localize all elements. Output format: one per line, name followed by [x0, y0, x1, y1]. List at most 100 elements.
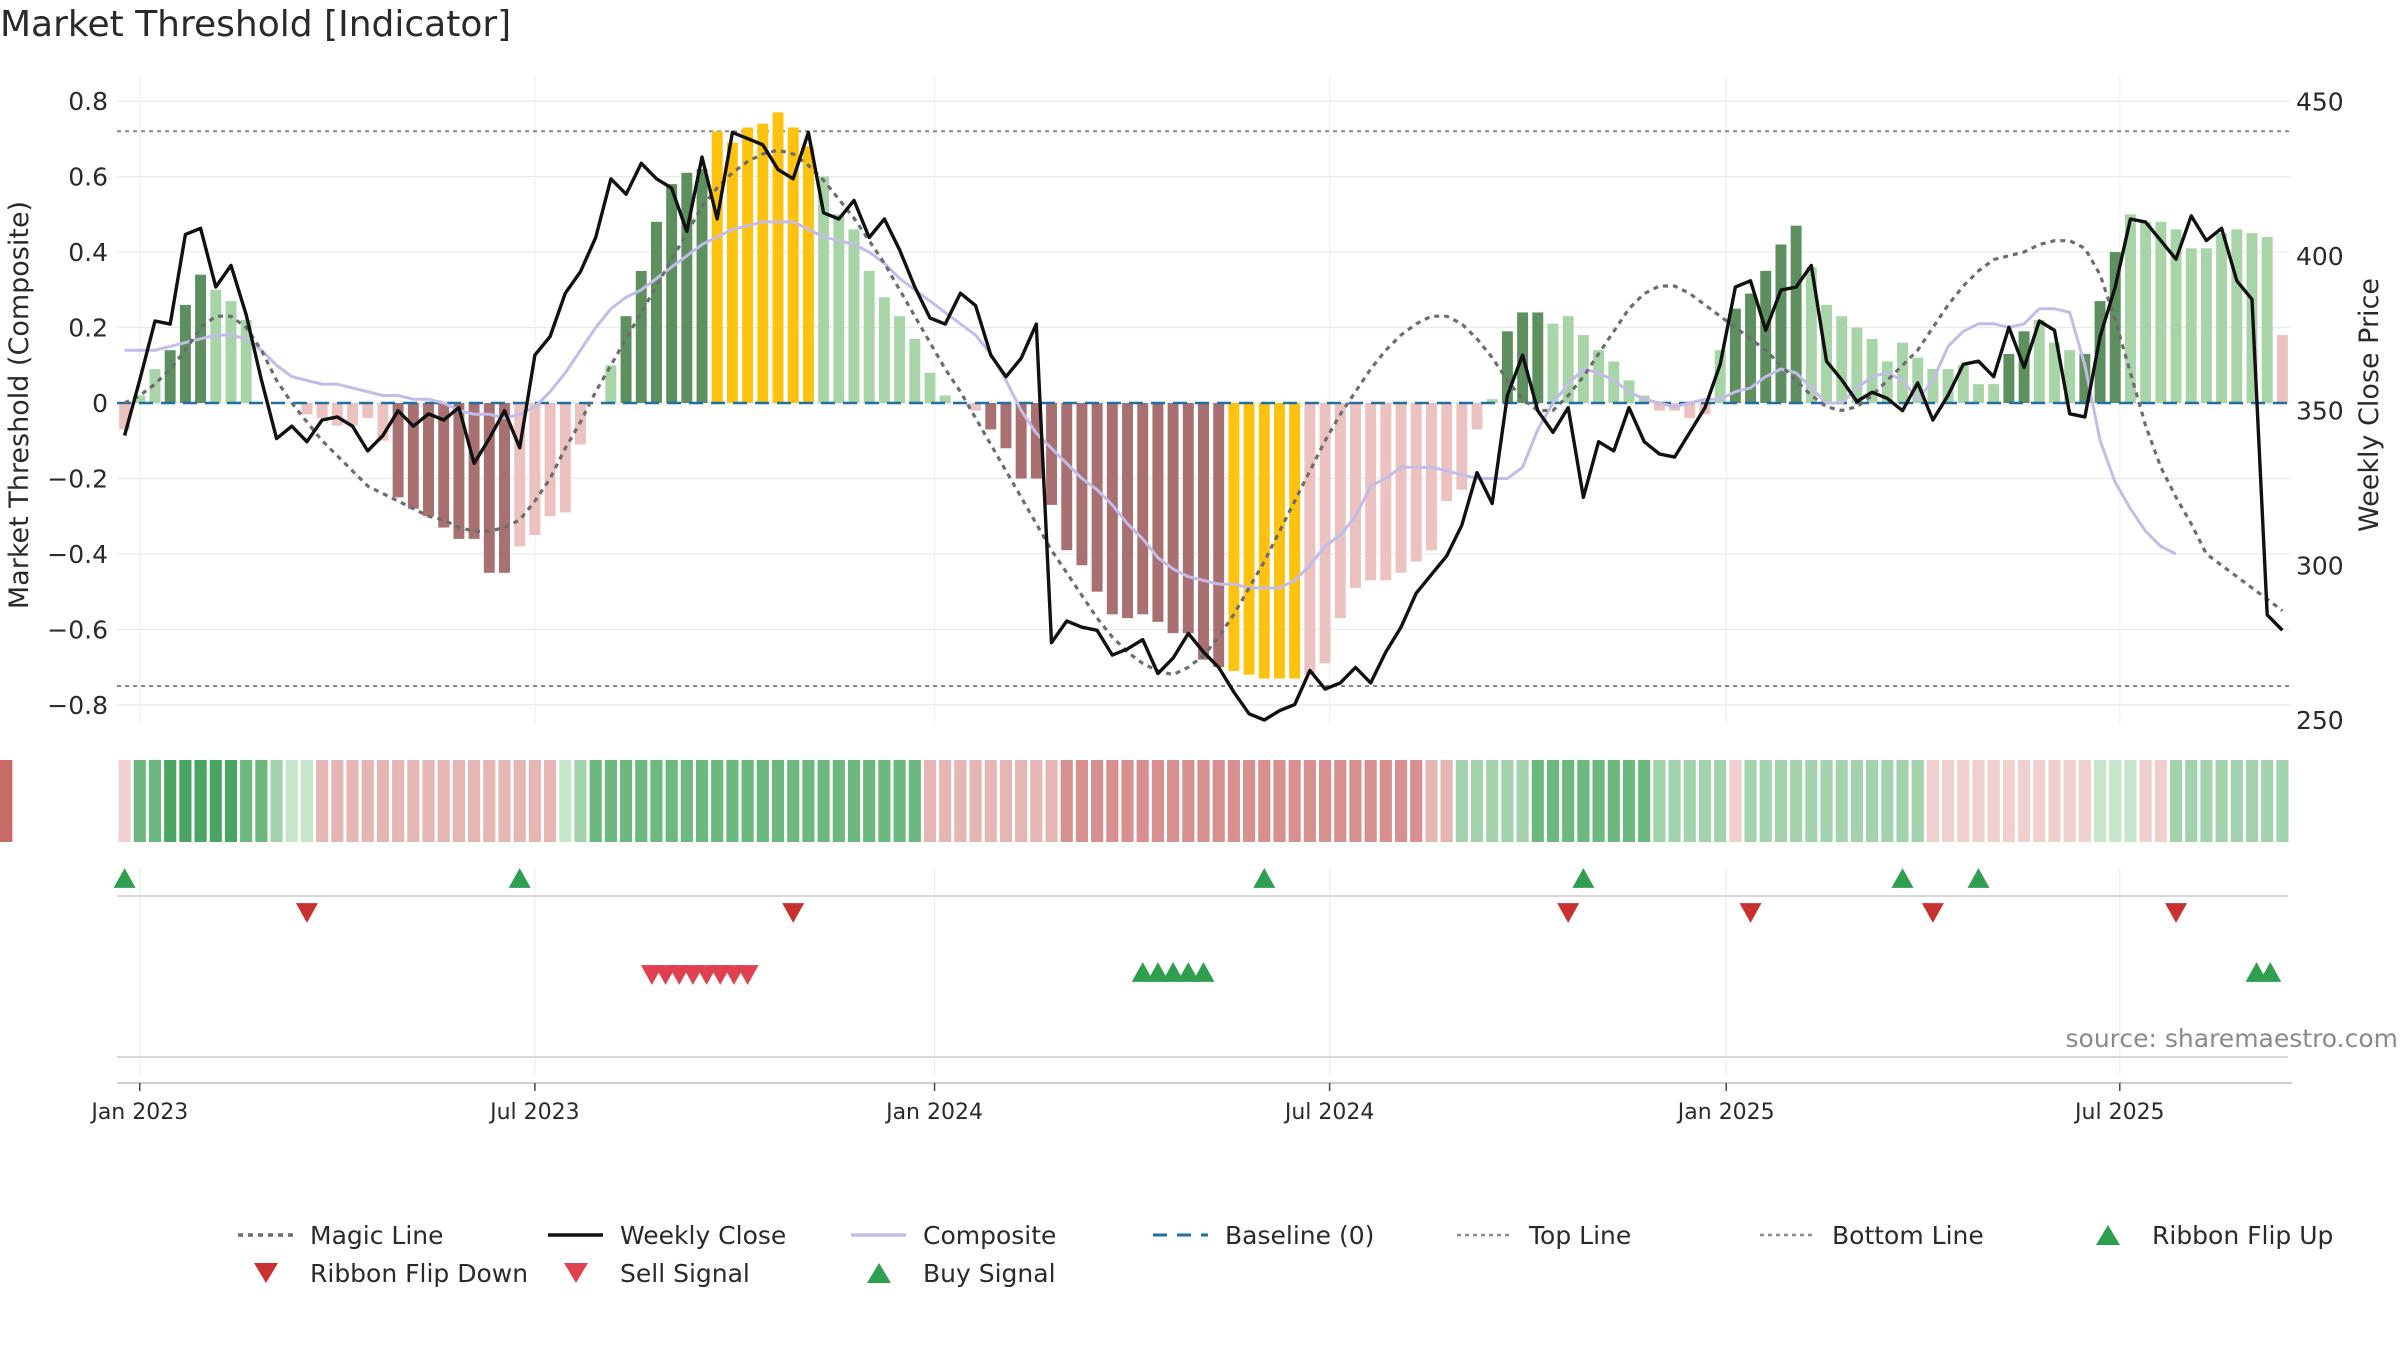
composite-bar	[362, 403, 374, 419]
composite-bar	[1486, 399, 1498, 403]
ribbon-cell	[528, 760, 541, 842]
ribbon-cell	[604, 760, 617, 842]
composite-bar	[1167, 403, 1179, 634]
composite-bar	[544, 403, 556, 517]
composite-bar	[2048, 342, 2060, 403]
composite-bar	[894, 316, 906, 403]
x-tick-label: Jan 2025	[1676, 1100, 1775, 1125]
composite-bar	[2140, 221, 2152, 403]
composite-bar	[1091, 403, 1103, 592]
ribbon-cell	[240, 760, 253, 842]
ribbon-cell	[1729, 760, 1742, 842]
y2-tick-label: 450	[2296, 87, 2344, 116]
ribbon-cell	[2154, 760, 2167, 842]
ribbon-cell	[346, 760, 359, 842]
composite-bar	[970, 403, 982, 411]
composite-bar	[2094, 301, 2106, 403]
ribbon-cell	[1592, 760, 1605, 842]
composite-bar	[2276, 335, 2288, 403]
composite-bar	[1745, 293, 1757, 403]
composite-bar	[2216, 233, 2228, 403]
legend-swatch	[2096, 1225, 2120, 1245]
composite-bar	[1046, 403, 1058, 505]
composite-bar	[787, 127, 799, 403]
ribbon-cell	[2139, 760, 2152, 842]
ribbon-cell	[437, 760, 450, 842]
ribbon-cell	[1926, 760, 1939, 842]
composite-bar	[559, 403, 571, 513]
ribbon-cell	[376, 760, 390, 842]
legend-entry: Ribbon Flip Up	[2096, 1221, 2333, 1250]
legend-label: Baseline (0)	[1225, 1221, 1374, 1250]
x-axis: Jan 2023 Jul 2023 Jan 2024 Jul 2024 Jan 2025…	[89, 1082, 2292, 1125]
ribbon-cell	[1440, 760, 1453, 842]
ribbon-cell	[1698, 760, 1712, 842]
legend-swatch	[867, 1263, 891, 1283]
composite-bar	[666, 184, 678, 403]
y-tick-label: −0.8	[47, 691, 108, 720]
legend-entry: Composite	[851, 1221, 1056, 1250]
ribbon-cell	[695, 760, 709, 842]
ribbon-cell	[1820, 760, 1833, 842]
composite-bar	[1790, 225, 1802, 403]
composite-bar	[1988, 384, 2000, 403]
ribbon-cell	[1303, 760, 1316, 842]
ribbon-cell	[1835, 760, 1848, 842]
composite-bar	[2185, 248, 2197, 403]
ribbon-flip-up-marker	[1253, 868, 1276, 888]
ribbon-cell	[2093, 760, 2107, 842]
composite-bar	[1076, 403, 1088, 566]
weekly-close-line	[122, 130, 2284, 722]
composite-bar	[1000, 403, 1012, 449]
composite-bar	[696, 169, 708, 403]
ribbon-cell	[285, 760, 298, 842]
ribbon-cell	[787, 760, 800, 842]
ribbon-cell	[817, 760, 830, 842]
composite-bar	[2155, 221, 2167, 403]
legend-label: Weekly Close	[620, 1221, 786, 1250]
y-tick-label: 0.8	[68, 87, 108, 116]
composite-bar	[726, 142, 738, 404]
ribbon-flip-down-marker	[1921, 903, 1944, 923]
ribbon-cell	[1911, 760, 1924, 842]
ribbon-flip-down-marker	[782, 903, 805, 923]
ribbon-cell	[1151, 760, 1164, 842]
y-tick-label: −0.4	[47, 540, 108, 569]
ribbon-cell	[1167, 760, 1180, 842]
ribbon-flip-down-marker	[295, 903, 318, 923]
ribbon-cell	[2018, 760, 2031, 842]
ribbon-cell	[650, 760, 663, 842]
legend-entry: Baseline (0)	[1153, 1221, 1374, 1250]
ribbon-cell	[1638, 760, 1651, 842]
composite-bar	[179, 304, 191, 403]
composite-bar	[863, 270, 875, 403]
ribbon-cell	[331, 760, 344, 842]
ribbon-cell	[574, 760, 587, 842]
composite-bar	[1957, 365, 1969, 403]
ribbon-cell	[984, 760, 997, 842]
composite-bar	[377, 403, 389, 441]
composite-bar	[1198, 403, 1209, 660]
composite-bar	[1684, 403, 1696, 419]
ribbon-cell	[1562, 760, 1575, 842]
ribbon-cell	[1410, 760, 1423, 842]
ribbon-flip-down-marker	[1557, 903, 1580, 923]
ribbon-cell	[771, 760, 785, 842]
composite-bar	[1866, 338, 1878, 403]
ribbon-cell	[1258, 760, 1271, 842]
ribbon-cell	[118, 760, 131, 842]
composite-bar	[2003, 353, 2015, 403]
ribbon-cell	[1501, 760, 1514, 842]
ribbon-cell	[863, 760, 876, 842]
composite-bar	[650, 221, 662, 403]
ribbon-cell	[1486, 760, 1499, 842]
composite-bars	[119, 112, 2288, 679]
composite-bar	[119, 403, 131, 430]
ribbon-cell	[741, 760, 754, 842]
ribbon-cell	[1714, 760, 1727, 842]
composite-bar	[1213, 403, 1225, 668]
ribbon-cell	[908, 760, 921, 842]
ribbon-cell	[2169, 760, 2183, 842]
composite-bar	[499, 403, 510, 573]
composite-bar	[1532, 312, 1544, 403]
